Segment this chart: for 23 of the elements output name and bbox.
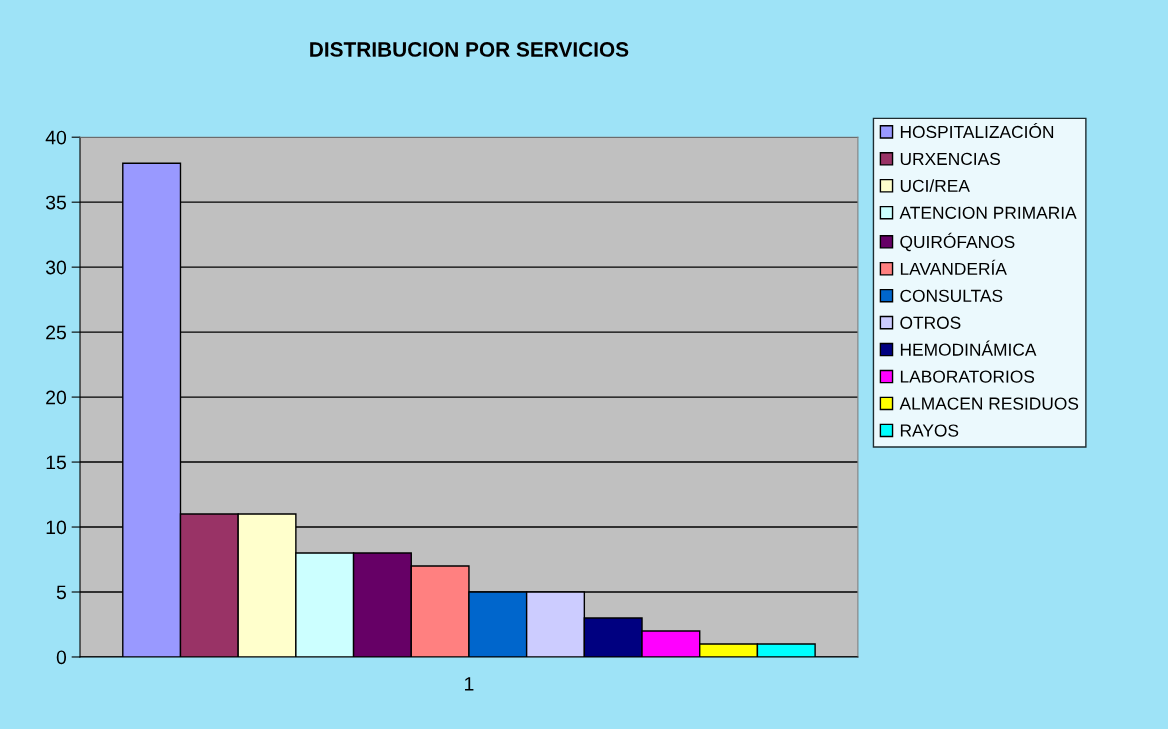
y-tick-label: 5 — [56, 585, 66, 600]
legend-label: UCI/REA — [900, 179, 970, 192]
y-tick-label: 15 — [46, 455, 66, 470]
legend-label: LAVANDERÍA — [900, 259, 1007, 275]
y-tick-label: 20 — [46, 390, 67, 405]
legend-label: QUIRÓFANOS — [900, 232, 1015, 252]
legend-label: OTROS — [900, 316, 961, 329]
legend-label: ATENCION PRIMARIA — [899, 206, 1077, 219]
legend-label: RAYOS — [900, 424, 959, 437]
chart-title: DISTRIBUCION POR SERVICIOS — [310, 42, 629, 57]
legend-label: URXENCIAS — [900, 152, 1000, 166]
y-tick-label: 35 — [45, 195, 66, 210]
x-tick-label: 1 — [465, 677, 474, 691]
legend-label: CONSULTAS — [900, 289, 1003, 302]
y-tick-label: 0 — [56, 650, 67, 665]
legend-label: HEMODINÁMICA — [900, 340, 1037, 356]
y-tick-label: 25 — [46, 325, 66, 340]
legend-label: HOSPITALIZACIÓN — [900, 122, 1054, 139]
y-tick-label: 30 — [45, 260, 67, 275]
y-tick-label: 40 — [45, 130, 67, 145]
legend-label: ALMACEN RESIDUOS — [899, 397, 1079, 410]
legend-label: LABORATORIOS — [900, 370, 1035, 383]
y-tick-label: 10 — [46, 520, 67, 535]
